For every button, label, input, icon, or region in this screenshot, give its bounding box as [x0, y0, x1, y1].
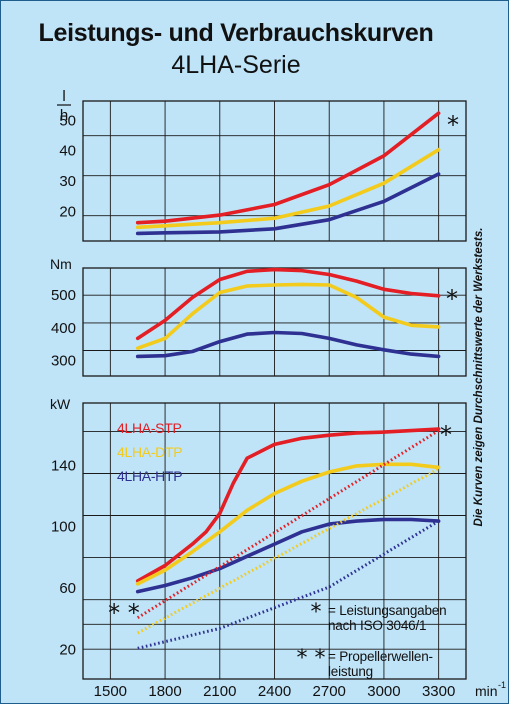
chart-title: Leistungs- und Verbrauchskurven [38, 19, 434, 47]
series-line-dotted [136, 467, 440, 635]
x-axis-unit-exponent: -1 [498, 680, 506, 690]
x-tick-label: 2700 [313, 683, 346, 700]
x-tick-label: 2100 [203, 683, 236, 700]
series-line [135, 282, 441, 351]
series-line [135, 427, 441, 583]
y-axis-label-denominator: h [60, 107, 68, 124]
series-line [135, 517, 441, 594]
y-axis-label: kW [50, 396, 71, 412]
marker-star: * [447, 111, 459, 139]
y-tick-label: 30 [59, 173, 76, 190]
x-tick-label: 3300 [422, 683, 455, 700]
legend-item: 4LHA-STP [117, 420, 182, 436]
series-line [135, 267, 441, 341]
x-axis-unit: min [475, 683, 498, 699]
legend-item: 4LHA-DTP [117, 444, 182, 460]
y-tick-label: 60 [59, 580, 76, 597]
y-axis-label-numerator: l [62, 88, 65, 105]
note-text: = Leistungsangaben [328, 603, 446, 618]
x-tick-label: 1800 [148, 683, 181, 700]
marker-star: * [440, 421, 452, 449]
y-tick-label: 300 [51, 353, 76, 370]
marker-double-star: * * [108, 599, 140, 627]
y-tick-label: 500 [51, 287, 76, 304]
y-tick-label: 400 [51, 320, 76, 337]
note-double-star: * * [297, 646, 326, 671]
x-tick-label: 3000 [367, 683, 400, 700]
y-tick-label: 20 [59, 641, 76, 658]
y-axis-label: Nm [50, 256, 72, 272]
y-tick-label: 100 [51, 519, 76, 536]
series-line-dotted [137, 519, 440, 650]
note-text: nach ISO 3046/1 [328, 618, 426, 633]
legend-item: 4LHA-HTP [117, 468, 182, 484]
panel-frame [82, 402, 467, 680]
note-star: * [311, 600, 322, 625]
series-line [135, 111, 441, 225]
panel-frame [82, 100, 467, 242]
x-tick-label: 2400 [258, 683, 291, 700]
marker-star: * [446, 285, 458, 313]
x-tick-label: 1500 [94, 683, 127, 700]
series-line [135, 147, 441, 230]
y-tick-label: 20 [59, 204, 76, 221]
series-line-dotted [136, 429, 440, 619]
series-line [135, 462, 441, 586]
series-line [135, 330, 441, 359]
note-text: leistung [328, 664, 373, 679]
note-text: = Propellerwellen- [328, 649, 433, 664]
y-tick-label: 140 [51, 457, 76, 474]
y-tick-label: 40 [59, 143, 76, 160]
series-line [135, 172, 441, 236]
y-tick-label: 50 [59, 112, 76, 129]
chart-subtitle: 4LHA-Serie [171, 51, 301, 79]
